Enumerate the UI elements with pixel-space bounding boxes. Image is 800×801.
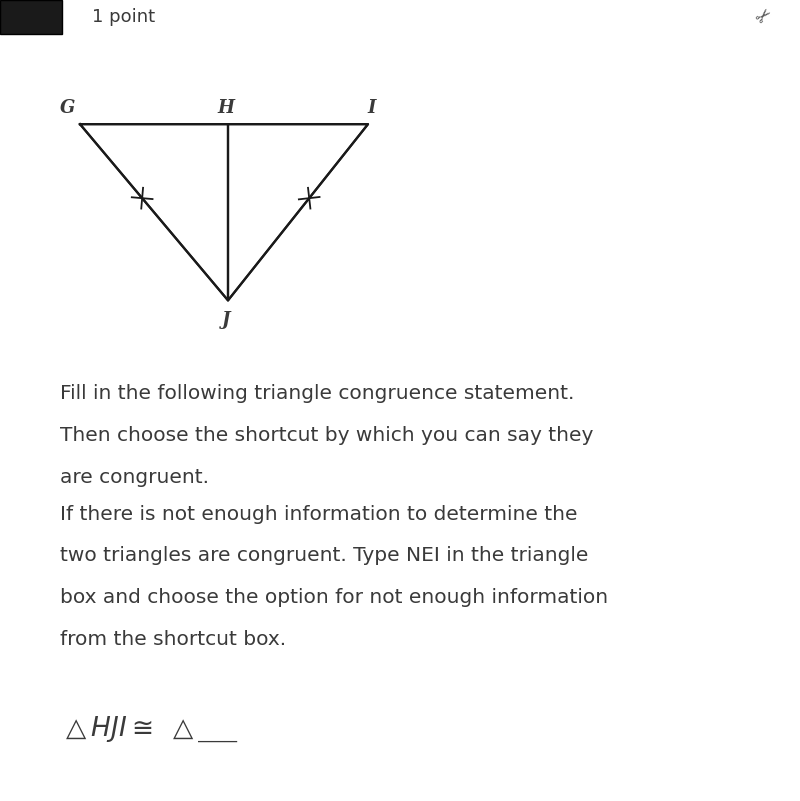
Text: Fill in the following triangle congruence statement.: Fill in the following triangle congruenc…	[60, 384, 574, 404]
Text: J: J	[222, 312, 230, 329]
Text: $\triangle HJI \cong\ \triangle$___: $\triangle HJI \cong\ \triangle$___	[60, 714, 239, 743]
Text: are congruent.: are congruent.	[60, 468, 209, 487]
Text: G: G	[60, 99, 76, 117]
Text: box and choose the option for not enough information: box and choose the option for not enough…	[60, 588, 608, 607]
Text: Then choose the shortcut by which you can say they: Then choose the shortcut by which you ca…	[60, 426, 594, 445]
Text: 9: 9	[24, 7, 38, 26]
Text: ✂: ✂	[751, 4, 777, 30]
Text: from the shortcut box.: from the shortcut box.	[60, 630, 286, 649]
FancyBboxPatch shape	[0, 0, 62, 34]
Text: H: H	[217, 99, 234, 117]
Text: If there is not enough information to determine the: If there is not enough information to de…	[60, 505, 578, 524]
Text: 1 point: 1 point	[92, 8, 155, 26]
Text: two triangles are congruent. Type NEI in the triangle: two triangles are congruent. Type NEI in…	[60, 546, 588, 566]
Text: I: I	[368, 99, 376, 117]
